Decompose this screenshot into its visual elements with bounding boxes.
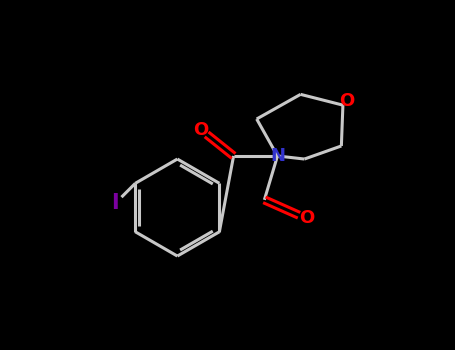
Text: O: O [339, 92, 354, 110]
Text: N: N [270, 147, 285, 165]
Text: O: O [299, 209, 314, 226]
Text: I: I [111, 193, 119, 213]
Text: O: O [193, 121, 208, 139]
